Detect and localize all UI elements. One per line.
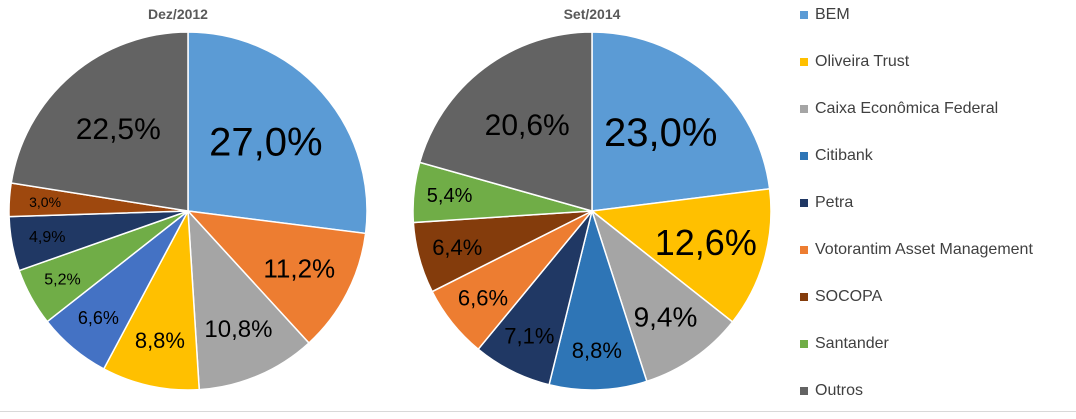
legend-swatch [800,11,808,19]
pie-slice [590,208,734,383]
slice-data-label: 5,2% [44,271,80,288]
pie-slice [590,187,772,323]
pie-slice [186,209,367,345]
legend-item-oliveira-trust: Oliveira Trust [800,51,909,73]
pie-slice [187,208,310,391]
legend-swatch [800,340,808,348]
pie-slice [102,208,201,391]
slice-data-label: 8,8% [572,338,622,363]
slice-data-label: 22,5% [76,113,161,146]
legend-label: Caixa Econômica Federal [815,100,999,117]
slice-data-label: 8,8% [135,328,185,353]
slice-data-label: 6,6% [458,286,508,311]
pie-slice [418,31,593,212]
slice-data-label: 4,9% [29,229,65,246]
chart-title-set-2014: Set/2014 [564,6,621,22]
legend-swatch [800,387,808,395]
slice-data-label: 12,6% [655,222,757,263]
legend-item-bem: BEM [800,4,850,26]
pie-slice [187,31,368,235]
slice-data-label: 20,6% [485,109,570,142]
slice-data-label: 11,2% [263,254,335,284]
legend-label: Citibank [815,147,873,164]
legend-item-socopa: SOCOPA [800,286,882,308]
legend-swatch [800,246,808,254]
slice-data-label: 27,0% [209,120,322,164]
pie-set-2014: 23,0% 12,6% 9,4% 8,8% 7,1% 6,6% 6,4% 5,4% 20,6% [412,31,772,391]
slice-data-label: 6,6% [78,308,119,328]
legend-swatch [800,152,808,160]
slice-data-label: 7,1% [504,323,554,348]
legend-item-citibank: Citibank [800,145,873,167]
slice-data-label: 9,4% [634,301,698,332]
legend-item-votorantim: Votorantim Asset Management [800,239,1033,261]
slice-data-label: 3,0% [29,194,61,210]
legend-item-outros: Outros [800,380,863,402]
legend-swatch [800,293,808,301]
legend-item-petra: Petra [800,192,853,214]
bottom-divider [0,411,1076,412]
legend-label: BEM [815,6,850,23]
pie-dez-2012: 27,0% 11,2% 10,8% 8,8% 6,6% 5,2% 4,9% 3,0% 22,5% [8,31,368,391]
legend-swatch [800,105,808,113]
slice-data-label: 10,8% [204,316,272,343]
legend-swatch [800,199,808,207]
pie-slice [548,208,648,391]
legend-label: Santander [815,335,889,352]
slice-data-label: 5,4% [427,185,473,207]
legend-label: SOCOPA [815,288,883,305]
pie-slice [10,31,189,212]
legend-label: Outros [815,382,864,399]
legend-label: Petra [815,194,854,211]
chart-title-dez-2012: Dez/2012 [148,6,208,22]
legend-item-santander: Santander [800,333,889,355]
pie-slice [591,31,771,212]
slice-data-label: 6,4% [432,235,482,260]
legend-item-caixa: Caixa Econômica Federal [800,98,998,120]
legend-swatch [800,58,808,66]
slice-data-label: 23,0% [604,111,717,155]
legend-label: Oliveira Trust [815,53,910,70]
legend-label: Votorantim Asset Management [815,241,1033,258]
